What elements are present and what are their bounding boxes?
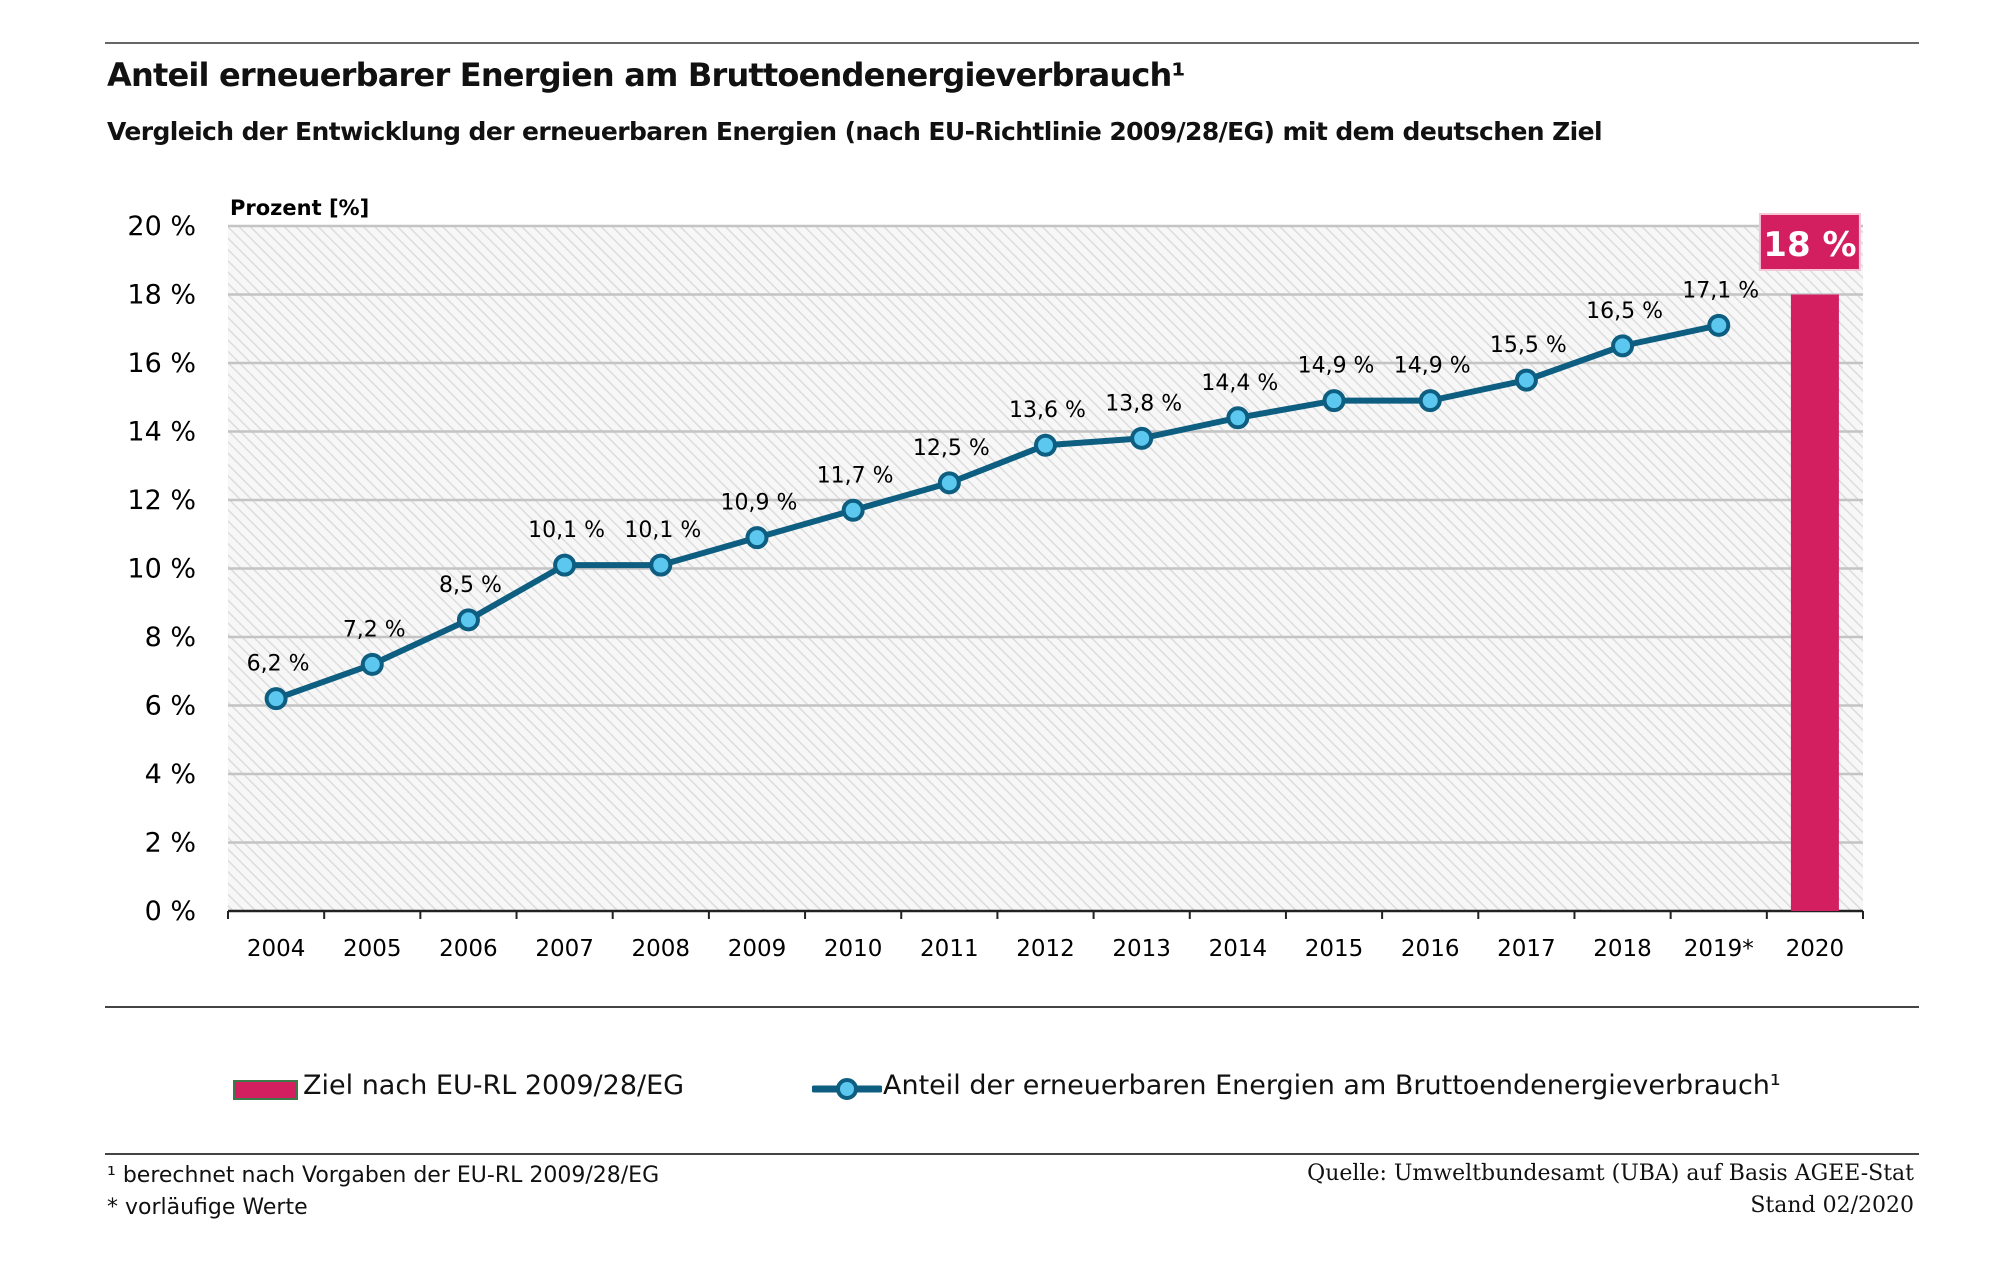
target-label-box <box>1758 213 1861 271</box>
data-point <box>1514 368 1538 392</box>
data-point <box>553 553 577 577</box>
x-tick-label: 2019* <box>1684 936 1754 962</box>
y-tick-label: 2 % <box>145 828 196 859</box>
footnote-1: ¹ berechnet nach Vorgaben der EU-RL 2009… <box>107 1163 660 1188</box>
y-tick-label: 6 % <box>145 691 196 722</box>
data-label: 14,4 % <box>1201 371 1278 396</box>
data-label: 7,2 % <box>343 617 406 642</box>
data-point <box>1707 313 1731 337</box>
x-tick-label: 2017 <box>1497 936 1556 962</box>
y-tick-label: 8 % <box>145 622 196 653</box>
footnote-2: * vorläufige Werte <box>107 1195 308 1220</box>
legend-line-marker-icon <box>812 1078 882 1100</box>
data-point <box>360 652 384 676</box>
x-tick-label: 2012 <box>1016 936 1075 962</box>
series-line <box>275 322 1720 702</box>
y-tick-label: 4 % <box>145 759 196 790</box>
data-label: 11,7 % <box>817 463 894 488</box>
bottom-rule <box>105 1153 1919 1155</box>
data-label: 12,5 % <box>913 436 990 461</box>
top-rule <box>105 42 1919 44</box>
x-tick-label: 2016 <box>1401 936 1460 962</box>
y-tick-label: 14 % <box>127 417 196 448</box>
y-tick-label: 12 % <box>127 485 196 516</box>
y-tick-label: 18 % <box>127 280 196 311</box>
data-label: 6,2 % <box>247 652 310 677</box>
data-label: 15,5 % <box>1490 333 1567 358</box>
x-tick-label: 2020 <box>1786 936 1845 962</box>
target-bar-label: 18 % <box>1763 225 1856 265</box>
data-point <box>1226 406 1250 430</box>
data-label: 10,1 % <box>624 518 701 543</box>
y-tick-label: 16 % <box>127 348 196 379</box>
data-label: 14,9 % <box>1394 354 1471 379</box>
y-tick-label: 0 % <box>145 896 196 927</box>
data-point <box>264 687 288 711</box>
x-tick-label: 2013 <box>1112 936 1171 962</box>
target-bar <box>1790 294 1839 911</box>
data-point <box>1034 433 1057 457</box>
x-tick-label: 2009 <box>728 936 787 962</box>
data-point <box>649 553 673 577</box>
data-label: 16,5 % <box>1586 299 1663 324</box>
data-label: 10,9 % <box>721 491 798 516</box>
y-tick-label: 20 % <box>127 211 196 242</box>
x-tick-label: 2011 <box>920 936 979 962</box>
legend-line-label: Anteil der erneuerbaren Energien am Brut… <box>883 1070 1781 1101</box>
x-tick-label: 2010 <box>824 936 883 962</box>
x-tick-label: 2014 <box>1209 936 1268 962</box>
data-label: 13,8 % <box>1105 391 1182 416</box>
data-point <box>745 526 769 550</box>
y-axis-label: Prozent [%] <box>230 196 369 220</box>
x-tick-label: 2008 <box>632 936 691 962</box>
x-tick-label: 2007 <box>535 936 594 962</box>
data-point <box>1418 389 1442 413</box>
x-tick-label: 2006 <box>439 936 498 962</box>
data-point <box>456 608 480 632</box>
data-label: 13,6 % <box>1009 398 1086 423</box>
data-label: 10,1 % <box>528 518 605 543</box>
divider <box>105 1006 1919 1008</box>
legend-bar-swatch <box>233 1080 298 1100</box>
data-point <box>1322 389 1346 413</box>
x-tick-label: 2004 <box>247 936 306 962</box>
data-point <box>937 471 961 495</box>
source: Quelle: Umweltbundesamt (UBA) auf Basis … <box>1307 1161 1914 1186</box>
data-point <box>1130 426 1154 450</box>
legend-bar-label: Ziel nach EU-RL 2009/28/EG <box>303 1070 685 1101</box>
x-tick-label: 2018 <box>1593 936 1652 962</box>
data-point <box>841 498 865 522</box>
data-label: 14,9 % <box>1298 354 1375 379</box>
x-tick-label: 2005 <box>343 936 402 962</box>
chart-title: Anteil erneuerbarer Energien am Bruttoen… <box>107 56 1186 94</box>
status-date: Stand 02/2020 <box>1750 1193 1914 1218</box>
data-label: 8,5 % <box>439 573 502 598</box>
y-tick-label: 10 % <box>127 554 196 585</box>
chart-subtitle: Vergleich der Entwicklung der erneuerbar… <box>107 117 1603 146</box>
data-label: 17,1 % <box>1682 278 1759 303</box>
data-point <box>1611 334 1635 358</box>
x-tick-label: 2015 <box>1305 936 1364 962</box>
